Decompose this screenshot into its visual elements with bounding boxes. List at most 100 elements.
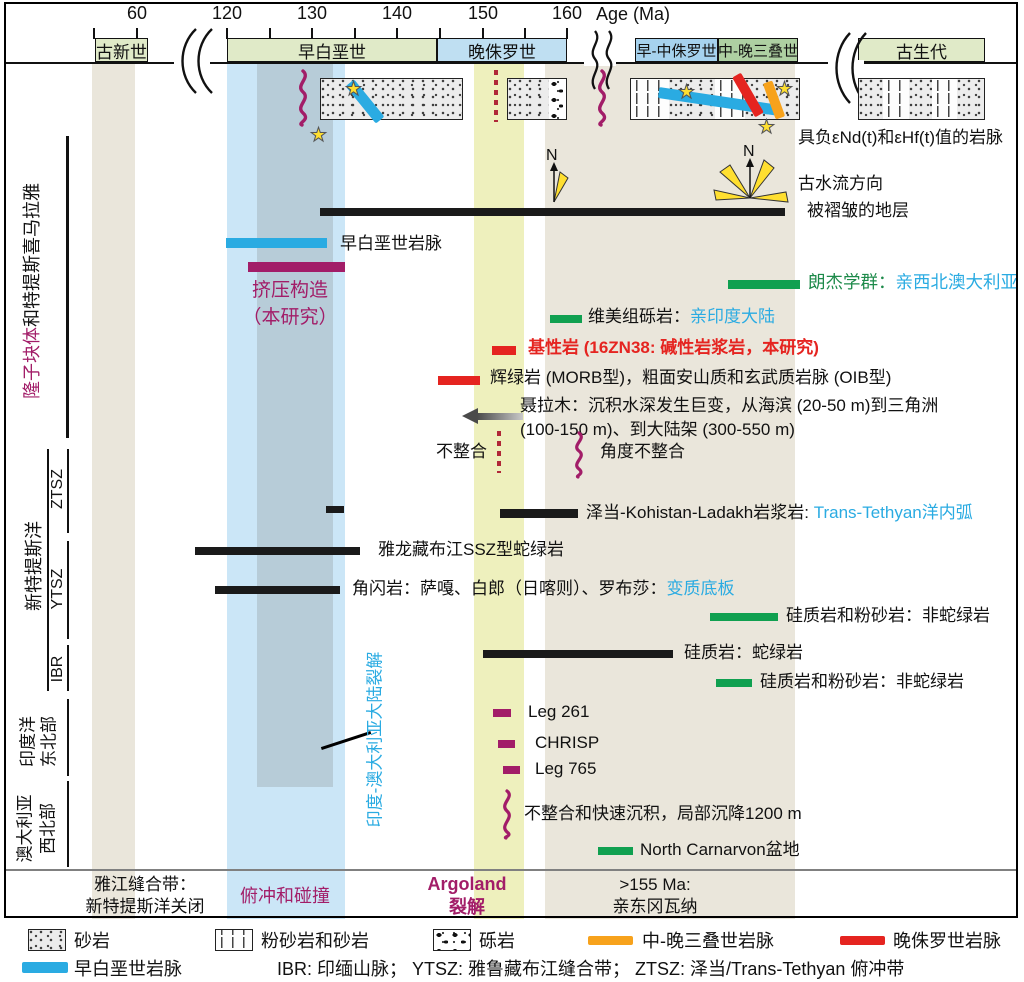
axis-tick [439, 28, 441, 39]
angular-unconformity-squiggle-icon [598, 69, 607, 127]
legend-siltstone-label: 粉砂岩和砂岩 [261, 931, 369, 951]
sidebar-terrane-label: 隆子块体和特提斯喜马拉雅 [22, 183, 42, 399]
leg765-bar [503, 766, 520, 774]
early-cretaceous-dykes-bar [226, 238, 327, 248]
axis-tick [524, 28, 526, 39]
rock-box-sandstone [320, 78, 463, 120]
axis-break-wavy-icon [584, 30, 616, 90]
sidebar-divider [67, 645, 69, 691]
epoch-early-cretaceous: 早白垩世 [227, 38, 437, 62]
nyalam-label: 聂拉木：沉积水深发生巨变，从海滨 (20-50 m)到三角洲 [520, 396, 939, 415]
paleocurrent-label: 古水流方向 [798, 174, 883, 193]
sample-star-icon: ★ [775, 79, 794, 100]
header-baseline [5, 62, 1018, 64]
chert-ophiolite-label: 硅质岩：蛇绿岩 [684, 643, 803, 662]
axis-tick-label: 140 [381, 3, 413, 23]
paleocurrent-rose-icon: N [546, 147, 569, 203]
svg-text:N: N [546, 147, 558, 164]
sample-star-icon: ★ [757, 117, 776, 138]
sidebar-nw-australia-label: 澳大利亚 [15, 794, 35, 863]
axis-tick [396, 28, 398, 39]
band-beige-wide [545, 64, 795, 919]
amphibolite-label: 角闪岩：萨嘎、白郎（日喀则）、罗布莎：变质底板 [352, 579, 735, 598]
rock-box-paleozoic [858, 78, 985, 120]
zedang-arc-label: 泽当-Kohistan-Ladakh岩浆岩: Trans-Tethyan洋内弧 [586, 503, 973, 522]
langjie-group-label: 朗杰学群：亲西北澳大利亚 [808, 272, 1018, 292]
langjie-group-bar [728, 280, 800, 289]
water-depth-arrow-icon [462, 408, 478, 424]
sidebar-nw-australia-label: 西北部 [38, 803, 58, 854]
legend-triassic-dykes-label: 中-晚三叠世岩脉 [642, 931, 774, 951]
sidebar-divider [47, 449, 49, 691]
weimei-conglomerate-bar [550, 315, 582, 323]
chert-siltstone-label: 硅质岩和粉砂岩：非蛇绿岩 [760, 672, 964, 691]
subduction-collision-label: 俯冲和碰撞 [240, 886, 330, 906]
neg-epsilon-dykes-label: 具负εNd(t)和εHf(t)值的岩脉 [798, 128, 1003, 147]
zedang-arc-bar [500, 509, 578, 518]
sidebar-divider [67, 449, 69, 533]
amphibolite-bar [215, 586, 340, 594]
early-cretaceous-dykes-label: 早白垩世岩脉 [340, 234, 442, 253]
chert-siltstone-bar [716, 679, 752, 687]
axis-tick-label: 120 [211, 3, 243, 23]
rock-box-sand-conglomerate [507, 78, 567, 120]
axis-tick-label: 150 [467, 3, 499, 23]
yajiang-suture-label: 雅江缝合带： 新特提斯洋关闭 [85, 875, 205, 917]
unconformity-label: 不整合 [436, 442, 487, 461]
yarlung-ssz-ophiolite-bar [195, 547, 360, 555]
angular-unconformity-squiggle-icon [503, 789, 511, 840]
sample-star-icon: ★ [309, 125, 328, 146]
legend-sandstone-label: 砂岩 [74, 931, 110, 951]
sidebar-ztsz-label: ZTSZ [49, 469, 66, 509]
axis-tick-label: 130 [296, 3, 328, 23]
axis-title: Age (Ma) [596, 4, 671, 24]
mafic-rock-label: 基性岩 (16ZN38: 碱性岩浆岩，本研究) [528, 338, 819, 357]
legend-sandstone-swatch [28, 929, 66, 951]
mafic-rock-bar [492, 346, 516, 355]
diabase-label: 辉绿岩 (MORB型)，粗面安山质和玄武质岩脉 (OIB型) [490, 368, 892, 387]
epoch-paleocene: 古新世 [95, 38, 148, 62]
water-depth-arrow-shaft [477, 413, 523, 420]
sidebar-neotethys-label: 新特提斯洋 [24, 521, 44, 611]
folded-strata-bar [320, 208, 785, 216]
axis-tick [269, 28, 271, 39]
carnarvon-bar [598, 847, 633, 855]
sample-star-icon: ★ [344, 79, 363, 100]
gondwana-affinity-label: >155 Ma: 亲东冈瓦纳 [612, 875, 698, 917]
argoland-breakup-label: Argoland 裂解 [427, 874, 507, 917]
compression-structure-bar [248, 262, 345, 272]
legend-cretaceous-dykes-swatch [22, 962, 68, 973]
weimei-conglomerate-label: 维美组砾岩：亲印度大陆 [588, 307, 775, 326]
nyalam-label: (100-150 m)、到大陆架 (300-550 m) [520, 420, 795, 439]
epoch-early-middle-jurassic: 早-中侏罗世 [635, 38, 718, 62]
paleocurrent-rose-icon: N [713, 143, 789, 203]
chert-siltstone-bar [710, 613, 778, 621]
sidebar-ne-indian-ocean-label: 东北部 [39, 716, 59, 767]
epoch-late-jurassic: 晚侏罗世 [437, 38, 567, 62]
yarlung-ssz-ophiolite-label: 雅龙藏布江SSZ型蛇绿岩 [378, 540, 565, 559]
unconformity-dotted-line [497, 431, 501, 473]
sidebar-divider [67, 781, 69, 867]
epoch-middle-late-triassic: 中-晚三叠世 [718, 38, 798, 62]
axis-tick [311, 28, 313, 39]
angular-unconformity-squiggle-icon [575, 431, 583, 479]
zedang-arc-dash-bar [326, 506, 344, 513]
leg261-label: Leg 261 [528, 702, 590, 721]
chert-ophiolite-bar [483, 650, 673, 658]
folded-strata-label: 被褶皱的地层 [807, 201, 909, 220]
axis-tick [93, 28, 95, 39]
axis-break-icon [174, 28, 213, 94]
angular-unconformity-label: 角度不整合 [600, 442, 685, 461]
india-australia-breakup-label: 印度-澳大利亚大陆裂解 [365, 651, 385, 828]
legend-conglomerate-label: 砾岩 [479, 931, 515, 951]
chert-siltstone-label: 硅质岩和粉砂岩：非蛇绿岩 [786, 606, 990, 625]
band-yellow [474, 64, 524, 919]
bottom-row-separator [5, 869, 1018, 871]
legend-cretaceous-dykes-label: 早白垩世岩脉 [74, 959, 182, 979]
legend-abbreviations: IBR: 印缅山脉； YTSZ: 雅鲁藏布江缝合带； ZTSZ: 泽当/Tran… [277, 959, 905, 979]
legend-conglomerate-swatch [433, 929, 471, 951]
sidebar-divider [67, 541, 69, 639]
chrisp-bar [498, 740, 515, 748]
axis-tick [226, 28, 228, 39]
